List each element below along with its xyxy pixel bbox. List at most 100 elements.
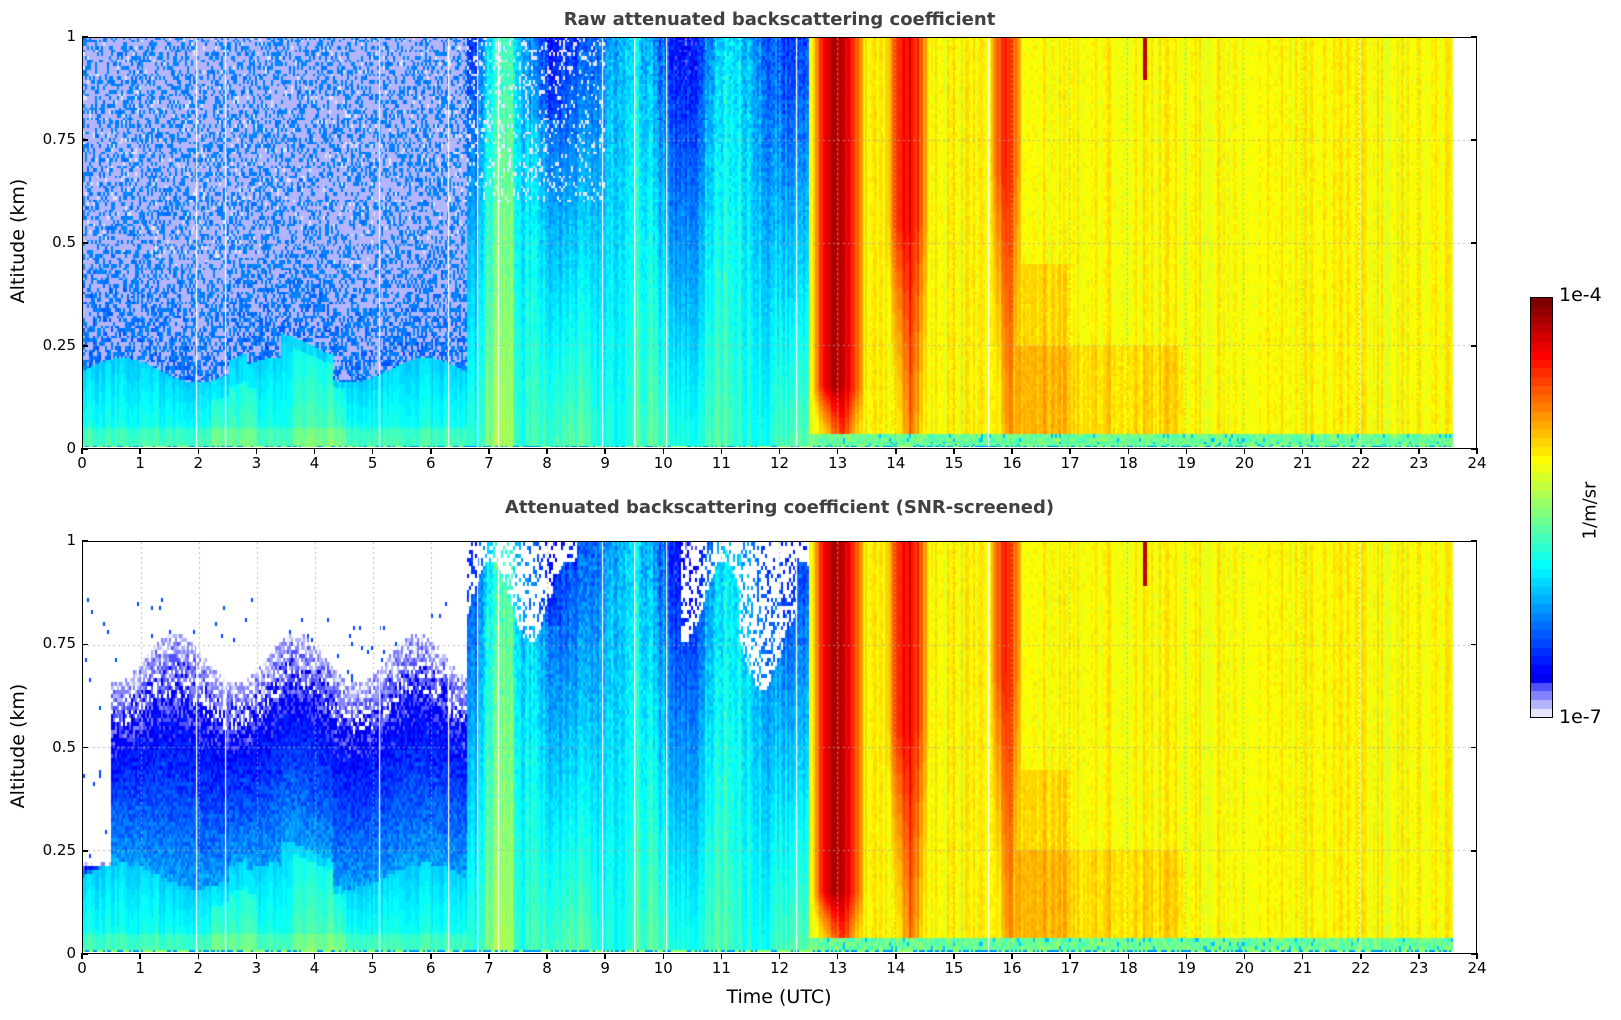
y-tick-mark (82, 448, 88, 450)
x-tick-mark (836, 953, 839, 959)
x-tick-mark (778, 448, 781, 454)
x-tick-label: 8 (542, 959, 552, 977)
y-tick-mark (82, 746, 88, 749)
x-tick-mark (313, 953, 316, 959)
x-tick-mark (1301, 953, 1304, 959)
x-tick-label: 19 (1176, 454, 1196, 472)
x-tick-label: 23 (1409, 454, 1429, 472)
x-tick-label: 14 (886, 959, 906, 977)
x-tick-mark (662, 953, 664, 959)
x-tick-label: 17 (1060, 454, 1080, 472)
colorbar-min-label: 1e-7 (1559, 706, 1602, 728)
x-tick-label: 13 (828, 454, 848, 472)
x-tick-mark (604, 953, 606, 959)
x-tick-mark (1127, 448, 1129, 454)
x-tick-mark (1418, 448, 1420, 454)
x-tick-mark (1069, 448, 1071, 454)
x-tick-mark (546, 448, 548, 454)
x-tick-mark (662, 448, 664, 454)
x-tick-mark (1360, 953, 1362, 959)
y-tick-label: 0.25 (42, 336, 76, 354)
x-tick-mark (1185, 448, 1188, 454)
y-tick-mark-right (1471, 36, 1477, 38)
y-tick-mark-right (1471, 746, 1477, 749)
x-tick-mark (371, 448, 374, 454)
x-tick-label: 6 (425, 959, 436, 977)
x-tick-label: 19 (1176, 959, 1196, 977)
x-tick-label: 1 (135, 454, 145, 472)
x-tick-label: 16 (1002, 454, 1022, 472)
x-tick-mark (1476, 448, 1478, 454)
x-tick-mark (371, 953, 374, 959)
x-tick-label: 3 (251, 959, 262, 977)
x-tick-mark (430, 448, 432, 454)
x-tick-mark (1243, 953, 1246, 959)
colorbar (1530, 297, 1553, 718)
x-tick-mark (1476, 953, 1478, 959)
x-tick-label: 15 (944, 959, 964, 977)
x-tick-mark (1360, 448, 1362, 454)
x-tick-mark (488, 448, 490, 454)
colorbar-max-label: 1e-4 (1559, 284, 1602, 306)
x-tick-mark (778, 953, 781, 959)
x-tick-label: 9 (600, 454, 610, 472)
x-tick-label: 13 (828, 959, 848, 977)
x-tick-label: 6 (425, 454, 436, 472)
x-tick-label: 18 (1118, 454, 1138, 472)
x-tick-label: 21 (1293, 454, 1313, 472)
x-tick-mark (1069, 953, 1071, 959)
x-tick-mark (1243, 448, 1246, 454)
x-tick-mark (604, 448, 606, 454)
y-tick-label: 0.75 (42, 130, 76, 148)
y-tick-mark (82, 850, 88, 852)
x-tick-mark (1418, 953, 1420, 959)
x-tick-label: 11 (711, 454, 731, 472)
x-axis-label: Time (UTC) (726, 986, 832, 1008)
y-tick-mark-right (1471, 540, 1477, 542)
x-tick-label: 17 (1060, 959, 1080, 977)
x-tick-mark (953, 448, 955, 454)
y-tick-mark (82, 139, 88, 141)
colorbar-unit-label: 1/m/sr (1579, 481, 1601, 540)
x-tick-mark (1011, 448, 1013, 454)
x-tick-label: 10 (653, 959, 673, 977)
y-tick-label: 1 (66, 27, 76, 45)
x-tick-mark (139, 448, 141, 454)
x-tick-mark (255, 448, 258, 454)
y-tick-mark-right (1471, 643, 1477, 645)
y-tick-mark (82, 953, 88, 955)
x-tick-label: 12 (769, 959, 790, 977)
x-tick-label: 24 (1467, 454, 1487, 472)
x-tick-label: 14 (886, 454, 906, 472)
x-tick-label: 24 (1467, 959, 1487, 977)
x-tick-label: 12 (769, 454, 790, 472)
x-tick-mark (895, 953, 897, 959)
y-tick-mark-right (1471, 139, 1477, 141)
y-tick-label: 0.25 (42, 840, 76, 859)
x-tick-label: 5 (367, 454, 378, 472)
x-tick-mark (488, 953, 490, 959)
x-tick-mark (139, 953, 141, 959)
x-tick-mark (720, 448, 723, 454)
y-tick-mark (82, 643, 88, 645)
x-tick-mark (1301, 448, 1304, 454)
y-tick-mark-right (1471, 850, 1477, 852)
x-tick-label: 1 (135, 959, 145, 977)
x-tick-mark (1185, 953, 1188, 959)
top-plot-title: Raw attenuated backscattering coefficien… (563, 9, 996, 30)
raw-backscatter-heatmap (82, 37, 1477, 449)
x-tick-mark (197, 448, 199, 454)
x-tick-label: 7 (484, 454, 494, 472)
x-tick-mark (313, 448, 316, 454)
x-tick-label: 22 (1351, 454, 1371, 472)
y-tick-mark-right (1471, 242, 1477, 244)
y-tick-mark (82, 242, 88, 244)
x-tick-label: 15 (944, 454, 964, 472)
x-tick-mark (546, 953, 548, 959)
x-tick-label: 11 (711, 959, 731, 977)
x-tick-label: 0 (77, 454, 87, 472)
y-tick-label: 0.5 (52, 233, 76, 251)
x-tick-label: 20 (1234, 454, 1255, 472)
x-tick-label: 20 (1234, 959, 1255, 977)
x-tick-mark (81, 953, 83, 959)
